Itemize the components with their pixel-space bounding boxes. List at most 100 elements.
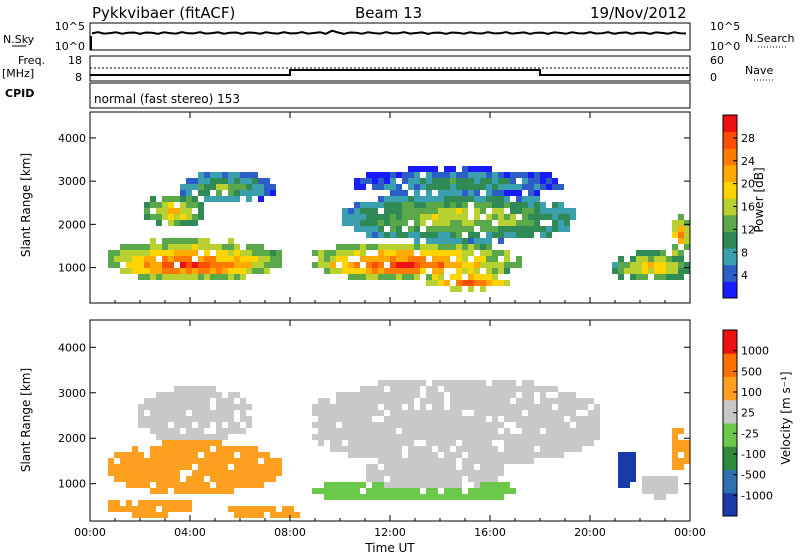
vel-cell [360, 452, 366, 458]
vel-cell [540, 392, 546, 398]
vel-cell [432, 422, 438, 428]
vel-cell [408, 386, 414, 392]
power-cell [438, 226, 444, 232]
vel-cell [318, 440, 324, 446]
vel-cell [552, 398, 558, 404]
vel-cell [486, 446, 492, 452]
power-cell [330, 262, 336, 268]
power-cell [378, 196, 384, 202]
power-cell [162, 196, 168, 202]
vel-cell [456, 470, 462, 476]
vel-cell [426, 416, 432, 422]
x-tick-label: 00:00 [674, 526, 706, 539]
vel-cell [186, 404, 192, 410]
vel-cell [108, 464, 114, 470]
vel-cell [474, 452, 480, 458]
power-cell [246, 178, 252, 184]
power-cell [366, 268, 372, 274]
vel-cell [678, 440, 684, 446]
vel-cell [198, 392, 204, 398]
vel-cell [450, 404, 456, 410]
vel-cell [384, 416, 390, 422]
power-cell [462, 256, 468, 262]
vel-cell [162, 464, 168, 470]
vel-cell [180, 446, 186, 452]
power-cell [360, 274, 366, 280]
power-cell [192, 244, 198, 250]
power-cell [168, 238, 174, 244]
power-cell [222, 172, 228, 178]
power-cell [366, 178, 372, 184]
vel-cell [390, 386, 396, 392]
vel-cell [198, 416, 204, 422]
power-cell [354, 226, 360, 232]
vel-cell [630, 452, 636, 458]
vel-cell [216, 470, 222, 476]
power-cell [516, 202, 522, 208]
power-cell [420, 166, 426, 172]
vel-cell [348, 392, 354, 398]
power-cell [426, 214, 432, 220]
vel-cell [564, 440, 570, 446]
power-cell [210, 256, 216, 262]
power-cell [396, 190, 402, 196]
vel-cell [438, 380, 444, 386]
vel-cell [324, 416, 330, 422]
vel-cell [252, 470, 258, 476]
vel-cell [252, 476, 258, 482]
vel-cell [246, 482, 252, 488]
vel-cell [156, 404, 162, 410]
vel-cell [324, 428, 330, 434]
vel-cell [204, 416, 210, 422]
vel-cell [480, 494, 486, 500]
vel-cell [678, 458, 684, 464]
vel-cell [504, 410, 510, 416]
colorbar-swatch [723, 376, 737, 401]
vel-cell [132, 476, 138, 482]
vel-cell [150, 470, 156, 476]
power-cell [432, 268, 438, 274]
vel-cell [258, 470, 264, 476]
power-cell [318, 250, 324, 256]
vel-cell [132, 506, 138, 512]
power-cell [672, 256, 678, 262]
power-cell [510, 262, 516, 268]
vel-cell [168, 470, 174, 476]
velocity-ylabel: Slant Range [km] [19, 368, 33, 472]
y-tick-label: 1000 [58, 478, 86, 491]
vel-cell [468, 422, 474, 428]
power-cell [180, 184, 186, 190]
power-cell [126, 262, 132, 268]
vel-cell [486, 398, 492, 404]
vel-cell [438, 476, 444, 482]
power-cell [444, 232, 450, 238]
vel-cell [252, 452, 258, 458]
power-cell [480, 238, 486, 244]
vel-cell [204, 404, 210, 410]
vel-cell [366, 398, 372, 404]
vel-cell [144, 422, 150, 428]
power-cell [678, 238, 684, 244]
power-cell [450, 220, 456, 226]
date-label: 19/Nov/2012 [590, 4, 687, 22]
power-cell [540, 184, 546, 190]
colorbar-swatch [723, 264, 737, 282]
power-cell [174, 274, 180, 280]
power-cell [414, 256, 420, 262]
power-cell [432, 196, 438, 202]
power-cell [198, 178, 204, 184]
vel-cell [132, 470, 138, 476]
power-cell [354, 244, 360, 250]
power-cell [390, 226, 396, 232]
vel-cell [204, 458, 210, 464]
power-cell [570, 208, 576, 214]
vel-cell [312, 404, 318, 410]
power-cell [318, 256, 324, 262]
vel-cell [414, 458, 420, 464]
power-cell [126, 244, 132, 250]
vel-cell [318, 398, 324, 404]
colorbar-swatch [723, 446, 737, 470]
vel-cell [576, 446, 582, 452]
vel-cell [426, 446, 432, 452]
vel-cell [468, 404, 474, 410]
